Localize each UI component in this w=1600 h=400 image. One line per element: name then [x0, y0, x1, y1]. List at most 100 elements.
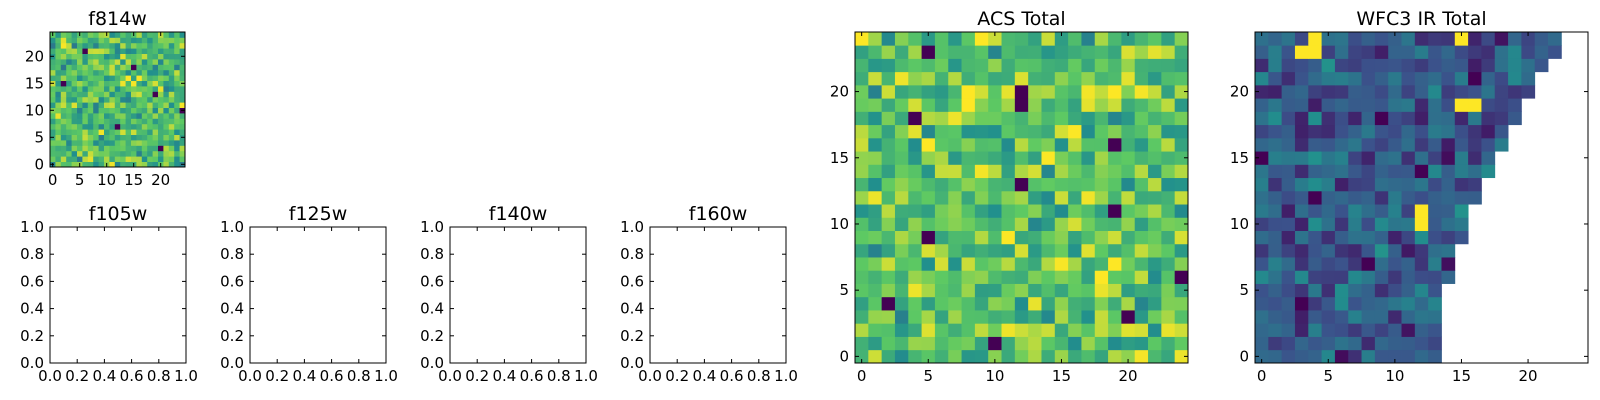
heatmap-cell	[1028, 137, 1042, 152]
heatmap-cell	[1414, 217, 1429, 231]
heatmap-cell	[1134, 164, 1149, 179]
heatmap-cell	[50, 140, 56, 146]
x-tick-label: 0.8	[747, 367, 771, 385]
heatmap-cell	[158, 113, 164, 119]
heatmap-cell	[961, 323, 976, 337]
heatmap-cell	[71, 113, 78, 119]
heatmap-cell	[934, 336, 949, 351]
heatmap-cell	[104, 48, 110, 54]
y-tick-label: 0.2	[20, 327, 44, 345]
heatmap-cell	[1468, 137, 1482, 152]
heatmap-cell	[908, 217, 922, 231]
heatmap-cell	[1321, 257, 1336, 271]
heatmap-cell	[93, 96, 99, 103]
heatmap-cell	[868, 190, 883, 205]
heatmap-cell	[1294, 270, 1309, 284]
heatmap-cell	[1081, 137, 1096, 152]
axes-frame-f814w	[49, 31, 186, 168]
heatmap-cell	[1388, 84, 1402, 99]
heatmap-cell	[934, 349, 949, 364]
heatmap-cell	[961, 151, 976, 165]
heatmap-cell	[125, 118, 132, 125]
heatmap-cell	[1148, 336, 1162, 351]
heatmap-cell	[1494, 124, 1509, 139]
heatmap-cell	[109, 59, 116, 65]
heatmap-cell	[120, 53, 126, 60]
heatmap-cell	[1148, 71, 1162, 86]
heatmap-cell	[60, 64, 67, 71]
heatmap-cell	[168, 107, 175, 114]
heatmap-cell	[82, 161, 89, 168]
heatmap-cell	[1308, 124, 1322, 139]
heatmap-cell	[1428, 190, 1442, 205]
heatmap-cell	[1321, 177, 1336, 192]
heatmap-cell	[1441, 71, 1456, 86]
heatmap-cell	[1094, 190, 1109, 205]
y-tick-label: 1.0	[420, 218, 444, 236]
heatmap-cell	[104, 86, 110, 92]
heatmap-cell	[1401, 243, 1416, 258]
heatmap-cell	[881, 164, 896, 179]
heatmap-cell	[152, 134, 159, 141]
heatmap-cell	[1414, 71, 1429, 86]
heatmap-cell	[55, 123, 62, 130]
heatmap-cell	[147, 64, 153, 71]
heatmap-cell	[1401, 32, 1416, 46]
heatmap-cell	[1401, 45, 1416, 59]
heatmap-cell	[1308, 32, 1322, 46]
heatmap-cell	[1121, 71, 1136, 86]
heatmap-cell	[1001, 71, 1016, 86]
heatmap-cell	[948, 164, 962, 179]
heatmap-cell	[1134, 296, 1149, 311]
x-tick-label: 0.6	[520, 367, 544, 385]
heatmap-cell	[71, 118, 78, 125]
heatmap-cell	[988, 349, 1002, 364]
panel-f160w: f160w 0.0 0.2 0.4 0.6 0.8 1.00.00.20.40.60.81…	[620, 203, 798, 385]
heatmap-cell	[1281, 177, 1296, 192]
heatmap-cell	[1161, 257, 1176, 271]
heatmap-cell	[934, 58, 949, 73]
heatmap-cell	[60, 75, 67, 81]
heatmap-cell	[50, 59, 56, 65]
heatmap-cell	[152, 80, 159, 87]
heatmap-cell	[147, 156, 153, 162]
heatmap-cell	[66, 123, 72, 130]
heatmap-cell	[141, 75, 148, 81]
heatmap-cell	[66, 42, 72, 49]
heatmap-cell	[1428, 177, 1442, 192]
heatmap-cell	[1001, 137, 1016, 152]
heatmap-cell	[1094, 296, 1109, 311]
heatmap-cell	[1081, 217, 1096, 231]
heatmap-cell	[1068, 296, 1082, 311]
heatmap-cell	[988, 137, 1002, 152]
heatmap-cell	[1308, 177, 1322, 192]
y-tick-label: 0.8	[420, 245, 444, 263]
heatmap-cell	[163, 134, 170, 141]
heatmap-cell	[1081, 84, 1096, 99]
heatmap-cell	[1308, 243, 1322, 258]
heatmap-cell	[1388, 283, 1402, 298]
heatmap-cell	[120, 145, 126, 152]
heatmap-cell	[1148, 84, 1162, 99]
heatmap-cell	[50, 96, 56, 103]
heatmap-cell	[50, 37, 56, 44]
heatmap-cell	[1161, 32, 1176, 46]
heatmap-cell	[1348, 349, 1362, 364]
heatmap-cell	[1255, 270, 1269, 284]
heatmap-cell	[1294, 71, 1309, 86]
heatmap-cell	[908, 283, 922, 298]
heatmap-cell	[1494, 71, 1509, 86]
heatmap-cell	[1441, 270, 1456, 284]
heatmap-cell	[1468, 151, 1482, 165]
heatmap-cell	[1414, 204, 1429, 218]
heatmap-cell	[1255, 45, 1269, 59]
heatmap-cell	[988, 32, 1002, 46]
heatmap-cell	[1121, 98, 1136, 112]
heatmap-cell	[1094, 164, 1109, 179]
heatmap-cell	[1148, 111, 1162, 126]
heatmap-cell	[1134, 257, 1149, 271]
heatmap-cell	[1374, 164, 1389, 179]
heatmap-cell	[1401, 84, 1416, 99]
heatmap-cell	[1108, 349, 1122, 364]
heatmap-cell	[908, 310, 922, 324]
